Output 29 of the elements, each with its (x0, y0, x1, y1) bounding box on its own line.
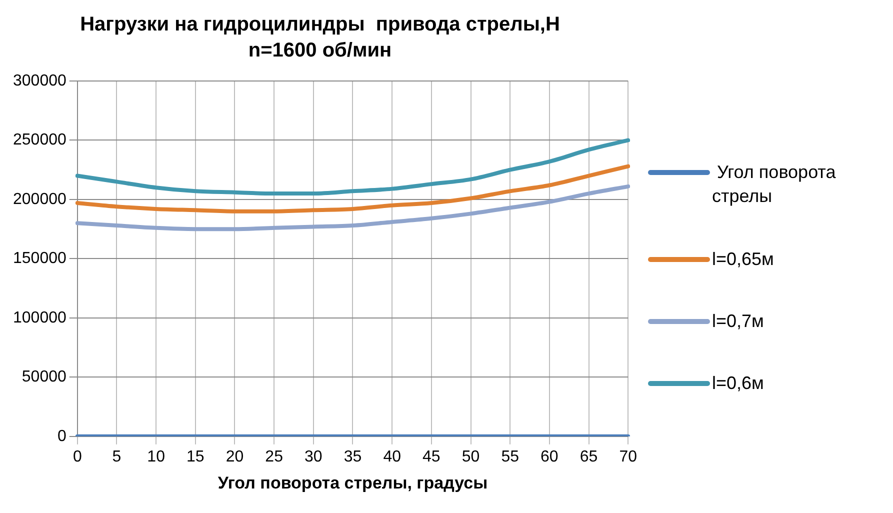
chart-subtitle: n=1600 об/мин (248, 40, 392, 62)
x-tick-label: 30 (304, 448, 322, 466)
x-tick-label: 0 (72, 448, 82, 466)
x-tick-label: 15 (186, 448, 204, 466)
x-tick-label: 5 (112, 448, 122, 466)
y-tick-label: 100000 (13, 309, 66, 326)
x-tick-label: 60 (540, 448, 558, 466)
x-tick-label: 10 (147, 448, 166, 466)
y-tick-label: 0 (57, 428, 66, 445)
x-tick-label: 70 (619, 448, 638, 466)
x-tick-label: 45 (422, 448, 440, 466)
x-axis-title: Угол поворота стрелы, градусы (218, 473, 488, 492)
y-tick-label: 300000 (13, 72, 66, 90)
y-tick-label: 200000 (13, 190, 66, 208)
x-tick-label: 50 (462, 448, 480, 466)
chart-title: Нагрузки на гидроцилиндры привода стрелы,Н (80, 14, 560, 36)
x-tick-label: 40 (383, 448, 402, 466)
x-tick-label: 35 (344, 448, 362, 466)
legend-label: l=0,7м (712, 310, 764, 333)
x-tick-label: 20 (226, 448, 244, 466)
x-tick-label: 25 (265, 448, 284, 466)
y-tick-label: 150000 (13, 250, 66, 268)
legend-label: l=0,6м (712, 372, 764, 396)
x-tick-label: 55 (501, 448, 520, 466)
legend-label: l=0,65м (712, 248, 774, 271)
y-tick-label: 250000 (13, 132, 66, 149)
x-tick-label: 65 (580, 448, 598, 466)
y-tick-label: 50000 (22, 368, 66, 386)
legend-label: Угол поворота стрелы (712, 161, 837, 208)
